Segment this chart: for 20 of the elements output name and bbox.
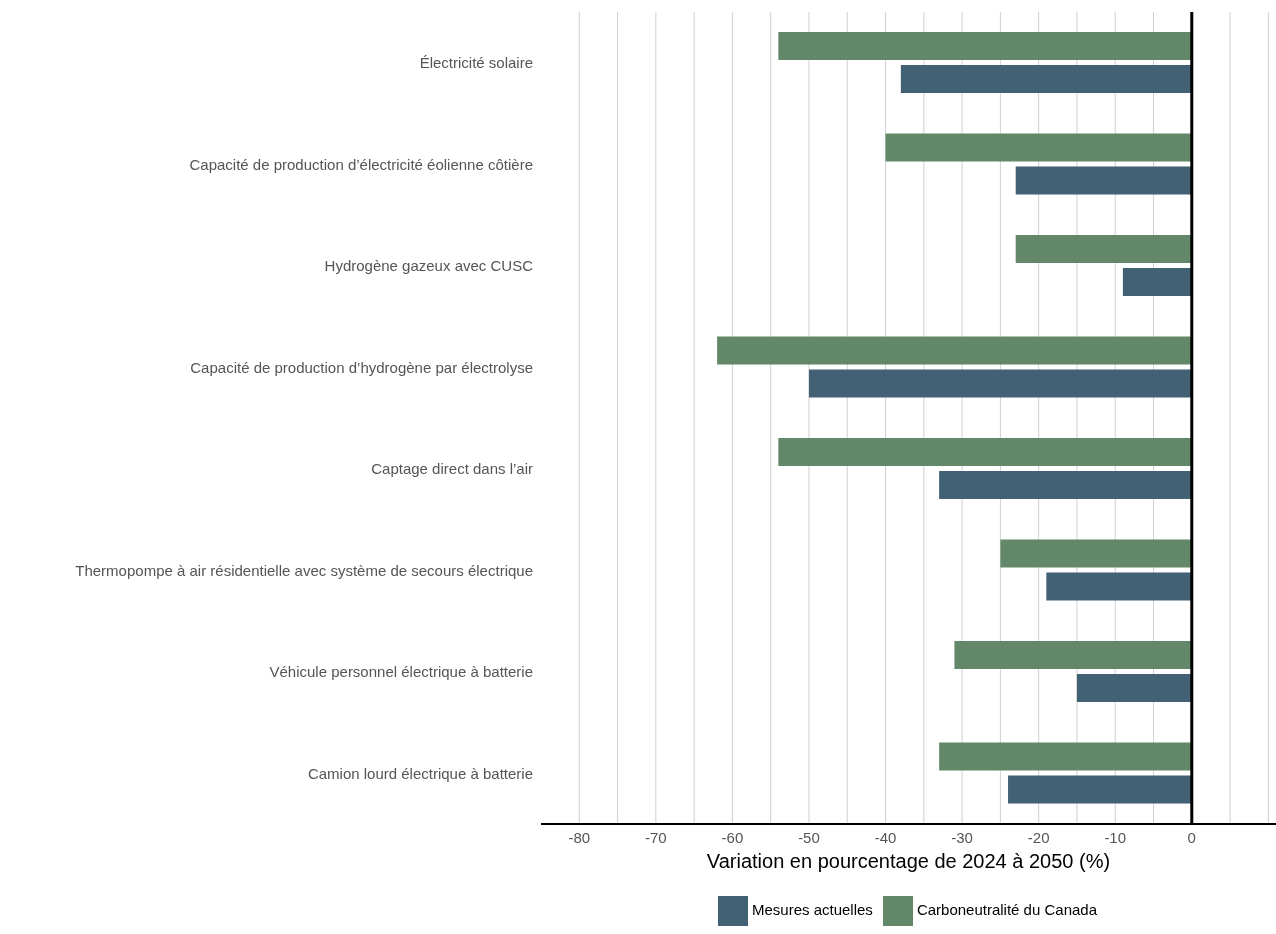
- x-tick-label: 0: [1187, 828, 1196, 846]
- y-tick-label: Hydrogène gazeux avec CUSC: [324, 257, 534, 275]
- legend-label: Mesures actuelles: [751, 901, 873, 919]
- y-tick-label: Thermopompe à air résidentielle avec système de secours électrique: [75, 561, 533, 579]
- x-axis-title: Variation en pourcentage de 2024 à 2050 (%): [706, 850, 1111, 872]
- x-tick-label: -60: [721, 828, 744, 846]
- y-tick-label: Capacité de production d’hydrogène par électrolyse: [190, 358, 533, 376]
- x-tick-label: -80: [568, 828, 591, 846]
- y-tick-label: Véhicule personnel électrique à batterie: [269, 663, 533, 681]
- y-tick-label: Capacité de production d’électricité éolienne côtière: [189, 155, 533, 173]
- x-tick-label: -10: [1104, 828, 1127, 846]
- y-tick-label: Captage direct dans l’air: [371, 460, 533, 478]
- y-tick-label: Électricité solaire: [419, 54, 533, 72]
- x-tick-label: -40: [874, 828, 897, 846]
- x-tick-label: -30: [951, 828, 973, 846]
- x-tick-label: -50: [798, 828, 820, 846]
- x-tick-label: -20: [1027, 828, 1050, 846]
- legend-label: Carboneutralité du Canada: [916, 901, 1097, 919]
- y-tick-label: Camion lourd électrique à batterie: [307, 764, 533, 782]
- x-tick-label: -70: [645, 828, 667, 846]
